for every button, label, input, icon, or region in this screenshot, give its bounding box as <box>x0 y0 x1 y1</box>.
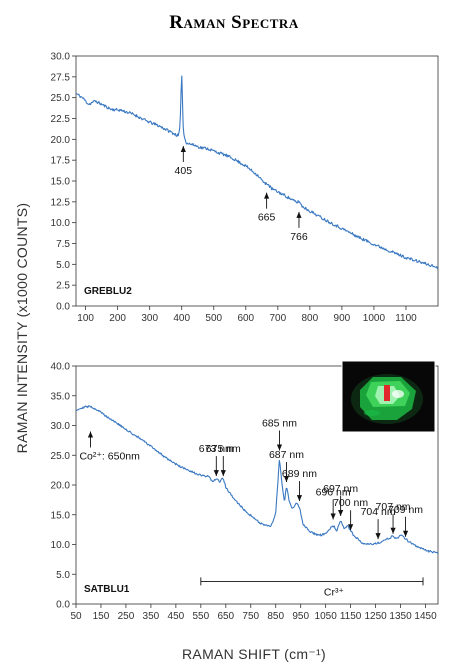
peak-label: 697 nm <box>323 483 358 495</box>
peak-arrowhead <box>348 524 354 531</box>
y-tick-label: 5.0 <box>56 260 70 271</box>
peak-arrowhead <box>296 211 302 218</box>
x-tick-label: 1450 <box>414 611 437 622</box>
y-tick-label: 10.0 <box>51 218 71 229</box>
peak-arrowhead <box>375 533 381 540</box>
x-tick-label: 450 <box>168 611 185 622</box>
peak-label: 700 nm <box>333 497 368 509</box>
x-tick-label: 650 <box>217 611 234 622</box>
x-tick-label: 400 <box>173 313 190 324</box>
y-tick-label: 7.5 <box>56 239 70 250</box>
peak-arrowhead <box>276 444 283 451</box>
spectrum-line <box>75 405 439 555</box>
x-tick-label: 1050 <box>315 611 338 622</box>
y-tick-label: 0.0 <box>56 302 70 313</box>
peak-label: 685 nm <box>262 417 297 429</box>
peak-label: 405 <box>175 165 193 177</box>
chart-greblu2: 0.0 2.5 5.0 7.5 10.0 12.5 15.0 17.5 20.0 22.5 25.0… <box>51 52 439 324</box>
x-tick-label: 100 <box>77 313 94 324</box>
x-tick-label: 900 <box>334 313 351 324</box>
x-tick-label: 1150 <box>340 611 362 622</box>
peak-label: 704 nm <box>361 506 396 518</box>
panel-label: GREBLU2 <box>84 286 132 297</box>
y-tick-label: 15.0 <box>51 177 71 188</box>
peak-arrowhead <box>220 470 226 477</box>
x-tick-label: 700 <box>269 313 286 324</box>
x-tick-label: 950 <box>292 611 309 622</box>
x-tick-label: 1350 <box>389 611 412 622</box>
peak-label: 665 <box>258 212 276 224</box>
x-tick-label: 1250 <box>364 611 387 622</box>
x-tick-label: 600 <box>237 313 254 324</box>
y-tick-label: 17.5 <box>51 156 71 167</box>
y-tick-label: 0.0 <box>56 600 70 611</box>
peak-arrowhead <box>338 509 344 516</box>
x-tick-label: 850 <box>267 611 284 622</box>
y-tick-label: 40.0 <box>51 362 71 373</box>
peak-label: 673 nm <box>199 443 234 455</box>
x-tick-label: 550 <box>192 611 209 622</box>
x-tick-label: 500 <box>205 313 222 324</box>
x-tick-label: 750 <box>242 611 259 622</box>
y-tick-label: 5.0 <box>56 570 70 581</box>
peak-arrowhead <box>87 431 94 438</box>
y-tick-label: 20.0 <box>51 135 71 146</box>
x-tick-label: 200 <box>109 313 126 324</box>
y-tick-label: 27.5 <box>51 72 71 83</box>
cr-range-label: Cr³⁺ <box>324 586 345 598</box>
y-tick-label: 35.0 <box>51 391 71 402</box>
x-tick-label: 300 <box>141 313 158 324</box>
x-tick-label: 350 <box>143 611 160 622</box>
figure-title: Raman Spectra <box>169 12 299 33</box>
gemstone-photo-inset <box>341 360 436 433</box>
peak-label: 675 nm <box>206 443 241 455</box>
y-tick-label: 12.5 <box>51 197 71 208</box>
x-axis-title: RAMAN SHIFT (cm⁻¹) <box>182 646 326 662</box>
x-tick-label: 1100 <box>395 313 417 324</box>
peak-label: 707 nm <box>376 501 411 513</box>
peak-arrowhead <box>264 192 270 199</box>
peak-arrowhead <box>213 470 219 477</box>
peak-label: 689 nm <box>282 468 317 480</box>
peak-label: 696 nm <box>316 487 351 499</box>
y-tick-label: 20.0 <box>51 481 71 492</box>
x-tick-label: 250 <box>118 611 135 622</box>
peak-arrowhead <box>180 146 186 152</box>
peak-arrowhead <box>296 495 303 502</box>
plot-frame <box>75 55 439 307</box>
peak-label: Co²⁺: 650nm <box>79 450 140 462</box>
y-tick-label: 30.0 <box>51 52 71 63</box>
peak-label: 766 <box>290 231 308 243</box>
y-tick-label: 30.0 <box>51 421 71 432</box>
chart-satblu1: 0.0 5.0 10.0 15.0 20.0 25.0 30.0 35.0 40.0 50 150 2… <box>51 362 439 622</box>
y-tick-label: 22.5 <box>51 114 71 125</box>
peak-arrowhead <box>390 527 396 534</box>
y-axis-title: RAMAN INTENSITY (x1000 COUNTS) <box>14 203 30 454</box>
peak-arrowhead <box>402 530 409 537</box>
peak-label: 709 nm <box>388 504 423 516</box>
peak-arrowhead <box>283 476 290 483</box>
x-tick-label: 50 <box>70 611 82 622</box>
y-tick-label: 15.0 <box>51 510 71 521</box>
peak-label: 687 nm <box>269 449 304 461</box>
spectrum-line <box>75 75 439 270</box>
x-tick-label: 800 <box>302 313 319 324</box>
y-tick-label: 2.5 <box>56 281 70 292</box>
peak-arrowhead <box>330 513 336 520</box>
panel-label: SATBLU1 <box>84 584 130 595</box>
x-tick-label: 150 <box>93 611 110 622</box>
x-tick-label: 1000 <box>363 313 386 324</box>
y-tick-label: 25.0 <box>51 93 71 104</box>
y-tick-label: 10.0 <box>51 540 71 551</box>
y-tick-label: 25.0 <box>51 451 71 462</box>
